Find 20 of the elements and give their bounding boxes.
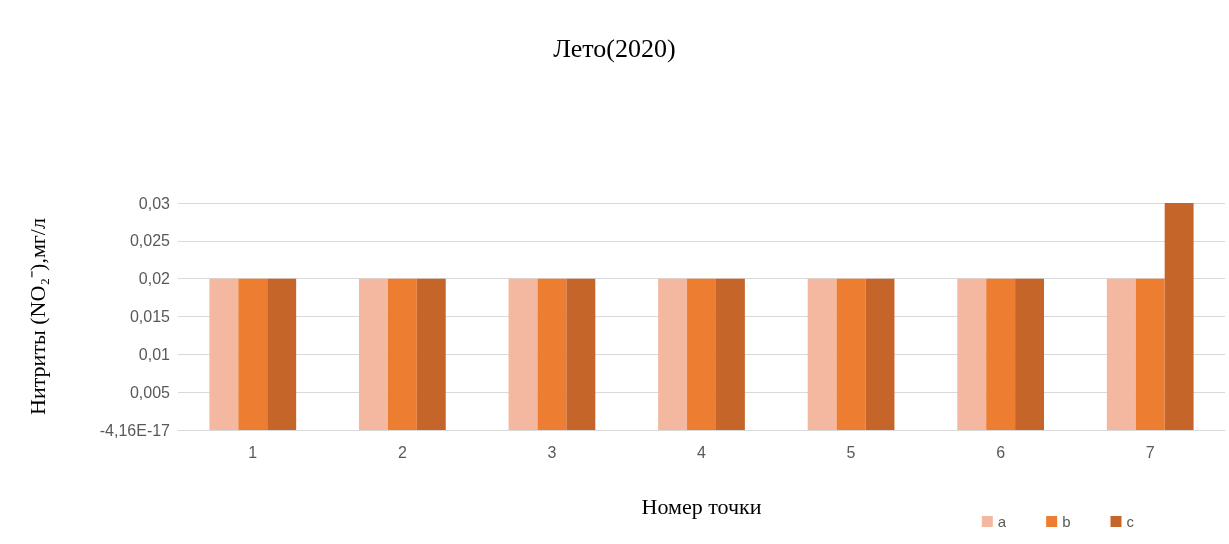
x-axis-title: Номер точки — [641, 493, 762, 519]
legend-label: b — [1062, 513, 1071, 530]
x-tick-label: 7 — [1145, 443, 1155, 461]
y-tick-label: 0,015 — [129, 308, 171, 325]
chart-title: Лето(2020) — [553, 33, 676, 63]
legend-label: c — [1126, 513, 1135, 530]
y-axis-title: Нитриты (NO₂⁻),мг/л — [24, 218, 50, 415]
x-tick-label: 2 — [397, 443, 407, 461]
y-tick-label: 0,03 — [138, 194, 171, 212]
y-tick-label: 0,01 — [138, 345, 171, 363]
y-tick-label: 0,005 — [129, 383, 171, 401]
x-tick-label: 6 — [996, 443, 1006, 461]
x-tick-label: 4 — [697, 443, 707, 461]
y-tick-label: -4,16E-17 — [99, 421, 171, 439]
legend-label: a — [997, 513, 1007, 530]
y-tick-label: 0,025 — [129, 232, 171, 250]
x-tick-label: 5 — [846, 443, 856, 461]
y-tick-label: 0,02 — [138, 270, 171, 288]
x-tick-label: 3 — [547, 443, 557, 461]
x-tick-label: 1 — [248, 443, 258, 461]
